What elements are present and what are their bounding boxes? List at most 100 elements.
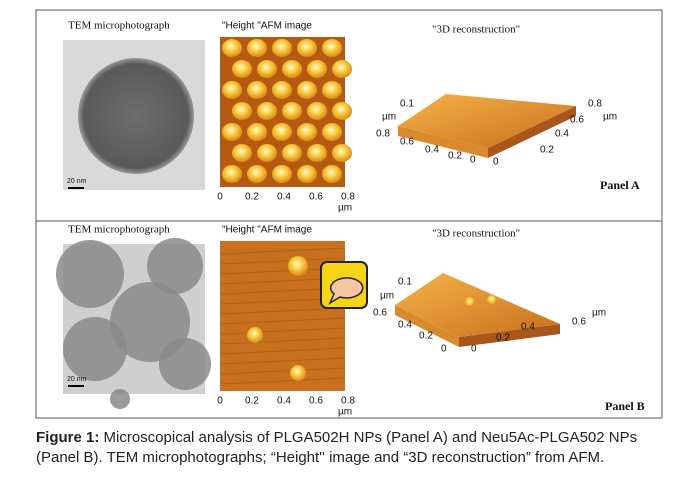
afm-tick: 0.2: [245, 396, 259, 407]
recon-left-tick: 0.2: [448, 151, 462, 162]
recon-right-tick: 0: [493, 157, 499, 168]
afm-particle: [297, 165, 317, 183]
afm-particle: [282, 102, 302, 120]
afm-particle: [272, 39, 292, 57]
figure: TEM microphotograph "Height "AFM image "3D…: [35, 9, 663, 419]
afm-tick: 0.6: [309, 192, 323, 203]
afm-particle: [257, 60, 277, 78]
afm-tick: 0.6: [309, 396, 323, 407]
nanoparticle: [159, 338, 211, 390]
afm-particle: [232, 102, 252, 120]
afm-streak: [219, 317, 346, 325]
afm-tick: 0.4: [277, 396, 291, 407]
panel-label: Panel A: [600, 178, 640, 192]
scale-label: 20 nm: [67, 376, 87, 383]
nanoparticle: [56, 240, 124, 308]
afm-streak: [219, 337, 346, 345]
afm-streak: [219, 257, 346, 265]
afm-tick: 0.2: [245, 192, 259, 203]
afm-particle: [272, 165, 292, 183]
recon-right-tick: 0.4: [521, 322, 535, 333]
recon-left-tick: 0.4: [398, 320, 412, 331]
afm-particle: [232, 144, 252, 162]
recon-z: 0.1: [398, 277, 412, 288]
recon-left-tick: 0.6: [400, 137, 414, 148]
recon-side: [395, 305, 459, 347]
afm-particle: [222, 81, 242, 99]
caption-text: Microscopical analysis of PLGA502H NPs (…: [36, 429, 638, 466]
recon-z: 0.1: [400, 99, 414, 110]
recon-right-unit: µm: [603, 112, 617, 123]
afm-particle: [322, 123, 342, 141]
recon-right-unit: µm: [592, 308, 606, 319]
recon-side: [398, 126, 488, 158]
afm-unit: µm: [338, 203, 352, 214]
recon-left-tick: 0.8: [376, 129, 390, 140]
afm-particle: [272, 123, 292, 141]
recon-title: "3D reconstruction": [432, 24, 520, 36]
recon-z-unit: µm: [382, 112, 396, 123]
recon-surface: [398, 94, 576, 148]
afm-tick: 0: [217, 396, 223, 407]
afm-streak: [219, 377, 346, 385]
afm-tick: 0.8: [341, 192, 355, 203]
afm-streak: [219, 357, 346, 365]
afm-particle: [257, 102, 277, 120]
afm-particle: [332, 102, 352, 120]
afm-particle: [322, 165, 342, 183]
recon-z-unit: µm: [380, 291, 394, 302]
nanoparticle: [78, 58, 194, 174]
panel-label: Panel B: [605, 399, 645, 413]
afm-particle: [282, 144, 302, 162]
recon-left-tick: 0: [441, 344, 447, 355]
afm-particle: [297, 39, 317, 57]
afm-streak: [219, 347, 346, 355]
afm-particle: [322, 39, 342, 57]
recon-side: [488, 106, 576, 158]
tem-title: TEM microphotograph: [68, 20, 170, 32]
afm-particle: [297, 81, 317, 99]
afm-particle: [307, 60, 327, 78]
afm-particle: [290, 365, 306, 381]
afm-tick: 0.4: [277, 192, 291, 203]
afm-unit: µm: [338, 407, 352, 418]
afm-particle: [247, 123, 267, 141]
nanoparticle: [63, 317, 127, 381]
recon-side: [459, 324, 560, 347]
recon-left-tick: 0: [470, 155, 476, 166]
nanoparticle: [110, 282, 190, 362]
recon-right-tick: 0.2: [496, 333, 510, 344]
recon-title: "3D reconstruction": [432, 228, 520, 240]
recon-surface: [395, 273, 560, 337]
afm-particle: [272, 81, 292, 99]
afm-particle: [247, 327, 263, 343]
caption: Figure 1: Microscopical analysis of PLGA…: [36, 428, 666, 468]
afm-streak: [219, 307, 346, 315]
recon-particle: [465, 297, 475, 307]
afm-particle: [307, 144, 327, 162]
afm-particle: [222, 165, 242, 183]
afm-particle: [288, 256, 308, 276]
afm-particle: [247, 81, 267, 99]
recon-left-tick: 0.6: [373, 308, 387, 319]
recon-right-tick: 0: [471, 344, 477, 355]
afm-particle: [332, 60, 352, 78]
afm-title: "Height "AFM image: [222, 225, 312, 236]
afm-particle: [247, 165, 267, 183]
recon-left-tick: 0.2: [419, 331, 433, 342]
afm-tick: 0.8: [341, 396, 355, 407]
recon-right-tick: 0.6: [572, 317, 586, 328]
frame: [35, 9, 663, 419]
afm-particle: [222, 39, 242, 57]
afm-particle: [297, 123, 317, 141]
afm-particle: [257, 144, 277, 162]
caption-label: Figure 1:: [36, 429, 100, 446]
afm-particle: [222, 123, 242, 141]
afm-particle: [332, 144, 352, 162]
nanoparticle: [147, 238, 203, 294]
tem-title: TEM microphotograph: [68, 224, 170, 236]
comment-button[interactable]: [320, 261, 368, 309]
scale-label: 20 nm: [67, 178, 87, 185]
afm-tick: 0: [217, 192, 223, 203]
recon-left-tick: 0.4: [425, 145, 439, 156]
